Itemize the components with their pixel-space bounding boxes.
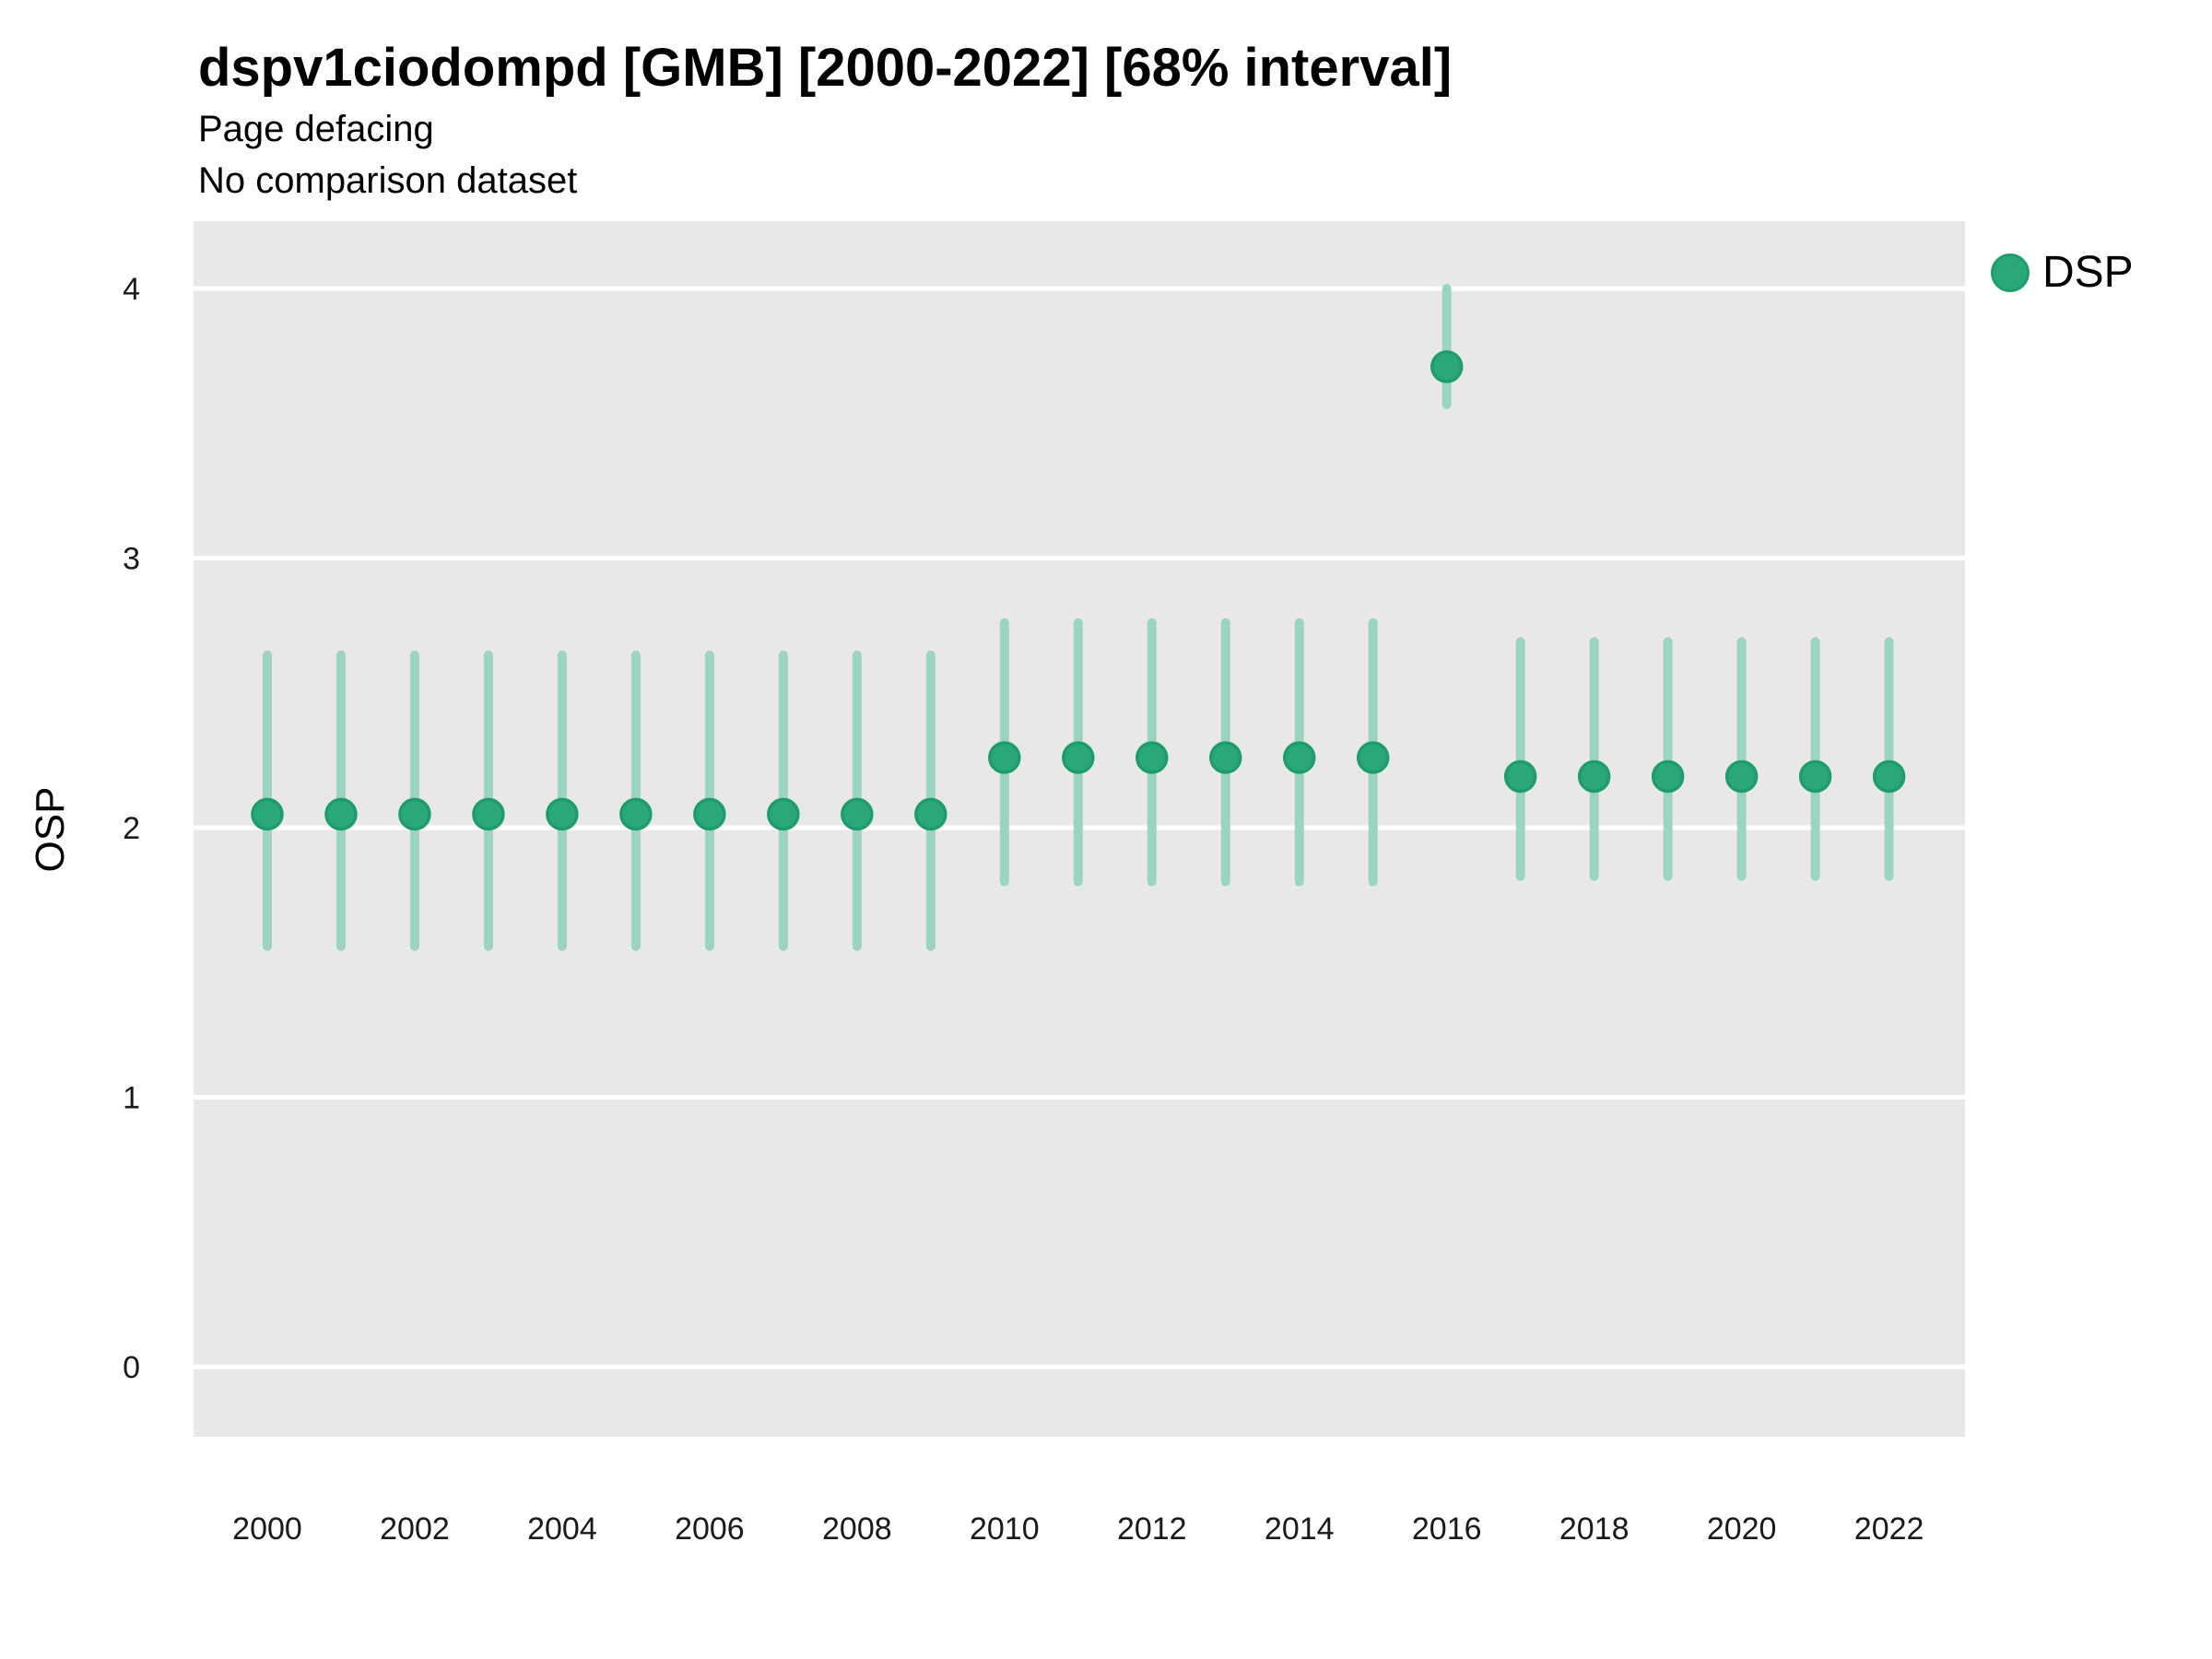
chart-title: dspv1ciodompd [GMB] [2000-2022] [68% int… xyxy=(198,38,1453,98)
data-point xyxy=(693,797,726,831)
data-point xyxy=(1209,741,1242,774)
y-tick-label: 0 xyxy=(123,1350,140,1385)
data-point xyxy=(1356,741,1390,774)
x-tick-label: 2020 xyxy=(1707,1512,1777,1547)
data-point xyxy=(398,797,431,831)
legend-label: DSP xyxy=(2042,248,2134,297)
x-tick-label: 2014 xyxy=(1265,1512,1335,1547)
chart-subtitle: Page defacing xyxy=(198,109,434,149)
x-tick-label: 2008 xyxy=(822,1512,892,1547)
x-tick-label: 2022 xyxy=(1854,1512,1924,1547)
data-point xyxy=(619,797,653,831)
data-point xyxy=(1577,759,1611,794)
y-tick-label: 4 xyxy=(123,272,140,307)
x-tick-label: 2000 xyxy=(232,1512,302,1547)
data-point xyxy=(251,797,284,831)
y-tick-label: 1 xyxy=(123,1080,140,1115)
data-point xyxy=(324,797,358,831)
y-axis-label: OSP xyxy=(28,786,73,873)
data-point xyxy=(1872,759,1906,794)
data-point xyxy=(546,797,579,831)
x-tick-label: 2010 xyxy=(970,1512,1040,1547)
x-tick-label: 2006 xyxy=(675,1512,745,1547)
x-tick-label: 2012 xyxy=(1117,1512,1187,1547)
y-tick-label: 3 xyxy=(123,542,140,577)
data-point xyxy=(1503,759,1537,794)
data-point xyxy=(1651,759,1685,794)
data-point xyxy=(1283,741,1316,774)
x-tick-label: 2004 xyxy=(527,1512,597,1547)
legend-marker-icon xyxy=(1991,253,2030,292)
data-point xyxy=(841,797,874,831)
legend: DSP xyxy=(1991,251,2134,295)
data-point xyxy=(1135,741,1169,774)
y-tick-label: 2 xyxy=(123,811,140,846)
data-point xyxy=(988,741,1021,774)
data-point xyxy=(1798,759,1832,794)
data-point xyxy=(1062,741,1095,774)
x-tick-label: 2016 xyxy=(1412,1512,1482,1547)
chart-subtitle-note: No comparison dataset xyxy=(198,160,578,201)
x-tick-label: 2018 xyxy=(1559,1512,1630,1547)
x-tick-label: 2002 xyxy=(380,1512,450,1547)
data-point xyxy=(767,797,800,831)
data-point xyxy=(914,797,947,831)
data-point xyxy=(1430,350,1464,383)
data-point xyxy=(472,797,505,831)
data-point xyxy=(1724,759,1759,794)
